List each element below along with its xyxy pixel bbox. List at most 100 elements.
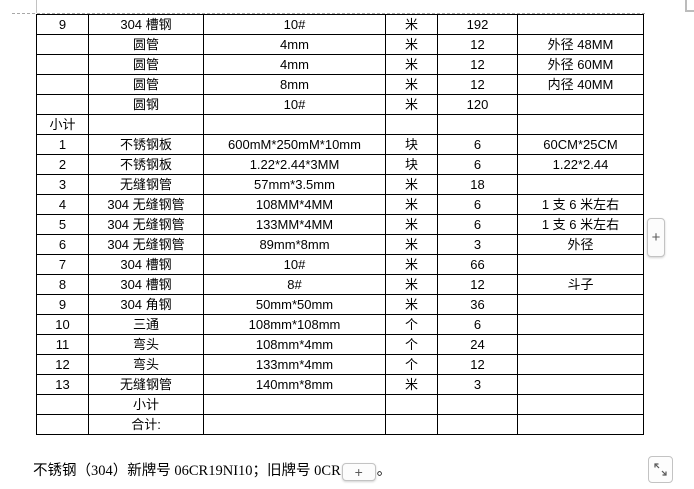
cell-unit[interactable]: 米 bbox=[385, 174, 438, 195]
cell-spec[interactable]: 10# bbox=[203, 14, 386, 35]
cell-seq[interactable]: 8 bbox=[36, 274, 89, 295]
cell-seq[interactable]: 4 bbox=[36, 194, 89, 215]
cell-spec[interactable]: 89mm*8mm bbox=[203, 234, 386, 255]
cell-remark[interactable] bbox=[517, 14, 644, 35]
insert-column-button[interactable]: + bbox=[647, 218, 665, 257]
cell-qty[interactable]: 12 bbox=[437, 34, 518, 55]
cell-name[interactable]: 不锈钢板 bbox=[88, 154, 204, 175]
resize-handle-button[interactable] bbox=[648, 456, 673, 483]
cell-qty[interactable]: 3 bbox=[437, 374, 518, 395]
cell-seq[interactable]: 小计 bbox=[36, 114, 89, 135]
cell-unit[interactable]: 米 bbox=[385, 74, 438, 95]
cell-spec[interactable]: 4mm bbox=[203, 54, 386, 75]
cell-remark[interactable]: 内径 40MM bbox=[517, 74, 644, 95]
cell-unit[interactable] bbox=[385, 394, 438, 415]
cell-remark[interactable] bbox=[517, 414, 644, 435]
cell-qty[interactable]: 192 bbox=[437, 14, 518, 35]
cell-qty[interactable] bbox=[437, 114, 518, 135]
cell-unit[interactable]: 米 bbox=[385, 34, 438, 55]
cell-unit[interactable]: 米 bbox=[385, 94, 438, 115]
cell-remark[interactable] bbox=[517, 354, 644, 375]
cell-seq[interactable] bbox=[36, 74, 89, 95]
cell-seq[interactable] bbox=[36, 414, 89, 435]
cell-name[interactable]: 圆管 bbox=[88, 74, 204, 95]
cell-seq[interactable]: 7 bbox=[36, 254, 89, 275]
cell-unit[interactable]: 块 bbox=[385, 154, 438, 175]
cell-name[interactable]: 弯头 bbox=[88, 354, 204, 375]
cell-remark[interactable] bbox=[517, 394, 644, 415]
cell-remark[interactable] bbox=[517, 294, 644, 315]
cell-spec[interactable]: 10# bbox=[203, 94, 386, 115]
cell-name[interactable]: 弯头 bbox=[88, 334, 204, 355]
cell-seq[interactable]: 11 bbox=[36, 334, 89, 355]
cell-qty[interactable]: 12 bbox=[437, 274, 518, 295]
cell-spec[interactable]: 1.22*2.44*3MM bbox=[203, 154, 386, 175]
cell-seq[interactable]: 13 bbox=[36, 374, 89, 395]
cell-spec[interactable]: 108mm*4mm bbox=[203, 334, 386, 355]
cell-seq[interactable]: 1 bbox=[36, 134, 89, 155]
cell-name[interactable]: 三通 bbox=[88, 314, 204, 335]
cell-remark[interactable] bbox=[517, 94, 644, 115]
cell-name[interactable]: 304 槽钢 bbox=[88, 254, 204, 275]
cell-name[interactable]: 无缝钢管 bbox=[88, 374, 204, 395]
cell-spec[interactable] bbox=[203, 394, 386, 415]
cell-qty[interactable]: 3 bbox=[437, 234, 518, 255]
cell-unit[interactable]: 米 bbox=[385, 214, 438, 235]
cell-seq[interactable]: 5 bbox=[36, 214, 89, 235]
cell-remark[interactable] bbox=[517, 254, 644, 275]
cell-spec[interactable]: 600mM*250mM*10mm bbox=[203, 134, 386, 155]
cell-qty[interactable]: 12 bbox=[437, 354, 518, 375]
cell-name[interactable]: 小计 bbox=[88, 394, 204, 415]
cell-seq[interactable] bbox=[36, 94, 89, 115]
cell-remark[interactable]: 1 支 6 米左右 bbox=[517, 214, 644, 235]
cell-qty[interactable] bbox=[437, 414, 518, 435]
cell-spec[interactable]: 140mm*8mm bbox=[203, 374, 386, 395]
cell-remark[interactable] bbox=[517, 174, 644, 195]
cell-seq[interactable]: 10 bbox=[36, 314, 89, 335]
cell-unit[interactable]: 米 bbox=[385, 14, 438, 35]
cell-spec[interactable]: 10# bbox=[203, 254, 386, 275]
cell-spec[interactable] bbox=[203, 414, 386, 435]
cell-name[interactable]: 304 槽钢 bbox=[88, 274, 204, 295]
cell-qty[interactable]: 24 bbox=[437, 334, 518, 355]
cell-seq[interactable]: 3 bbox=[36, 174, 89, 195]
cell-unit[interactable]: 米 bbox=[385, 374, 438, 395]
cell-remark[interactable]: 外径 bbox=[517, 234, 644, 255]
cell-unit[interactable]: 块 bbox=[385, 134, 438, 155]
cell-name[interactable]: 304 无缝钢管 bbox=[88, 214, 204, 235]
cell-name[interactable]: 不锈钢板 bbox=[88, 134, 204, 155]
cell-seq[interactable]: 12 bbox=[36, 354, 89, 375]
cell-unit[interactable] bbox=[385, 114, 438, 135]
cell-seq[interactable] bbox=[36, 54, 89, 75]
cell-name[interactable]: 304 角钢 bbox=[88, 294, 204, 315]
cell-name[interactable]: 304 槽钢 bbox=[88, 14, 204, 35]
cell-remark[interactable]: 外径 48MM bbox=[517, 34, 644, 55]
cell-qty[interactable]: 12 bbox=[437, 54, 518, 75]
cell-qty[interactable] bbox=[437, 394, 518, 415]
cell-name[interactable] bbox=[88, 114, 204, 135]
cell-seq[interactable]: 9 bbox=[36, 14, 89, 35]
cell-spec[interactable]: 8# bbox=[203, 274, 386, 295]
cell-spec[interactable]: 133MM*4MM bbox=[203, 214, 386, 235]
cell-name[interactable]: 304 无缝钢管 bbox=[88, 234, 204, 255]
cell-remark[interactable] bbox=[517, 334, 644, 355]
cell-qty[interactable]: 6 bbox=[437, 154, 518, 175]
cell-seq[interactable] bbox=[36, 394, 89, 415]
cell-qty[interactable]: 36 bbox=[437, 294, 518, 315]
cell-qty[interactable]: 120 bbox=[437, 94, 518, 115]
cell-spec[interactable]: 108MM*4MM bbox=[203, 194, 386, 215]
cell-remark[interactable]: 1 支 6 米左右 bbox=[517, 194, 644, 215]
cell-qty[interactable]: 6 bbox=[437, 194, 518, 215]
cell-qty[interactable]: 12 bbox=[437, 74, 518, 95]
cell-name[interactable]: 圆钢 bbox=[88, 94, 204, 115]
cell-unit[interactable]: 米 bbox=[385, 194, 438, 215]
cell-unit[interactable]: 米 bbox=[385, 234, 438, 255]
cell-name[interactable]: 合计: bbox=[88, 414, 204, 435]
cell-qty[interactable]: 18 bbox=[437, 174, 518, 195]
cell-spec[interactable]: 4mm bbox=[203, 34, 386, 55]
cell-unit[interactable]: 米 bbox=[385, 274, 438, 295]
cell-spec[interactable] bbox=[203, 114, 386, 135]
cell-unit[interactable]: 个 bbox=[385, 334, 438, 355]
cell-spec[interactable]: 57mm*3.5mm bbox=[203, 174, 386, 195]
cell-spec[interactable]: 133mm*4mm bbox=[203, 354, 386, 375]
